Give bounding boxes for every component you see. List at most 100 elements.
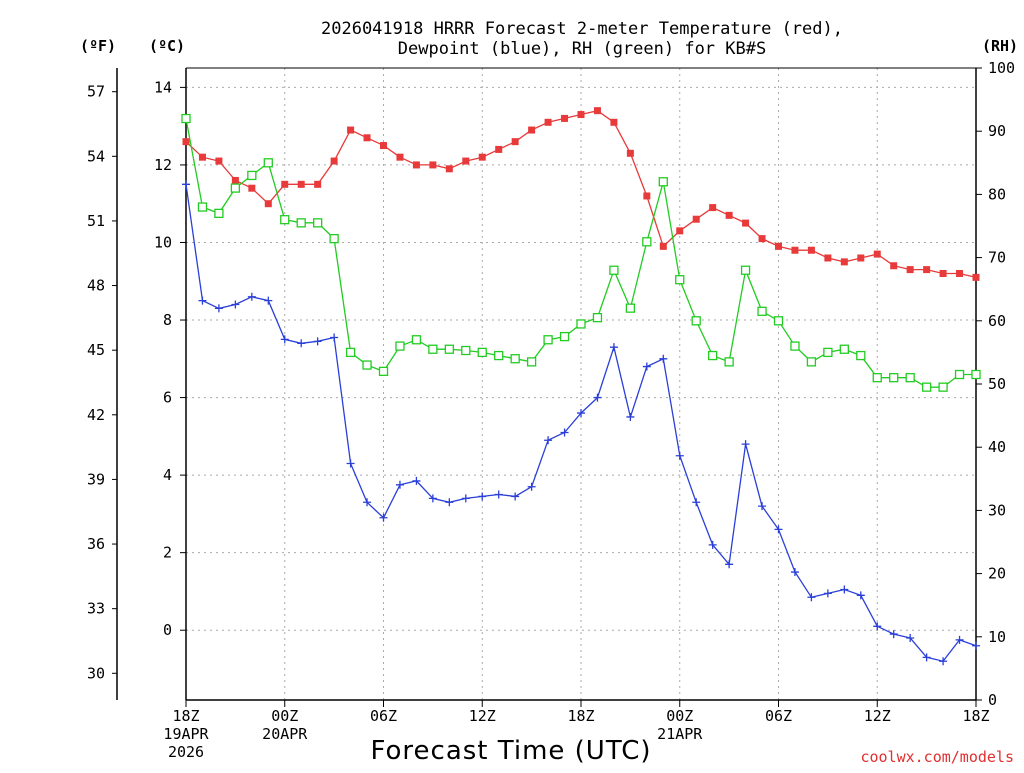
x-tick-label-line: 12Z: [864, 707, 891, 725]
data-point-2-33: [724, 357, 734, 367]
fahrenheit-unit-label: (ºF): [80, 37, 116, 55]
chart-title-line-1: 2026041918 HRRR Forecast 2-meter Tempera…: [321, 19, 843, 39]
fahrenheit-tick-label-39: 39: [87, 470, 105, 488]
fahrenheit-tick-label-42: 42: [87, 406, 105, 424]
data-point-1-47: [955, 635, 964, 644]
data-point-2-43: [889, 373, 899, 383]
data-point-2-36: [773, 316, 784, 326]
data-point-2-21: [526, 357, 537, 367]
data-point-1-3: [231, 300, 240, 309]
data-point-1-27: [626, 412, 635, 421]
data-point-0-22: [544, 118, 552, 126]
x-tick-label-line: 18Z: [567, 707, 594, 725]
data-point-1-8: [313, 337, 322, 346]
data-point-0-43: [890, 262, 898, 270]
data-point-2-30: [675, 275, 685, 285]
rh-tick-label-20: 20: [988, 565, 1006, 583]
celsius-tick-label-4: 4: [163, 466, 172, 484]
data-point-0-45: [923, 266, 931, 274]
x-tick-label-line: 12Z: [469, 707, 496, 725]
data-point-2-2: [214, 208, 224, 219]
data-point-0-15: [429, 161, 437, 169]
series-layer: [181, 107, 981, 666]
fahrenheit-tick-label-54: 54: [87, 147, 105, 165]
data-point-0-10: [347, 126, 355, 134]
data-point-1-38: [807, 593, 816, 602]
data-point-2-29: [658, 177, 668, 187]
data-point-0-35: [758, 235, 766, 243]
grid-layer: [186, 68, 976, 700]
x-tick-label-line: 21APR: [657, 725, 703, 743]
rh-unit-label: (RH): [982, 37, 1018, 55]
data-point-1-11: [363, 498, 372, 507]
x-tick-label-24: 18Z: [567, 707, 594, 725]
data-point-0-23: [561, 114, 569, 122]
data-point-2-44: [905, 373, 915, 383]
data-point-1-23: [560, 428, 569, 437]
data-point-2-48: [971, 369, 981, 380]
data-point-1-19: [494, 490, 503, 499]
data-point-0-32: [709, 204, 717, 212]
x-tick-label-line: 18Z: [962, 707, 989, 725]
celsius-tick-label-10: 10: [154, 233, 172, 251]
data-point-0-14: [412, 161, 420, 169]
data-point-1-1: [198, 296, 207, 305]
celsius-tick-label-12: 12: [154, 156, 172, 174]
data-point-1-12: [379, 513, 388, 522]
data-point-2-15: [428, 344, 438, 354]
fahrenheit-tick-label-48: 48: [87, 277, 105, 295]
data-point-1-32: [708, 540, 717, 549]
data-point-1-7: [297, 339, 306, 348]
data-point-1-24: [577, 409, 585, 418]
data-point-0-6: [281, 180, 289, 188]
data-point-0-27: [626, 149, 634, 157]
data-point-2-46: [938, 382, 948, 392]
data-point-2-23: [559, 331, 570, 342]
x-tick-label-36: 06Z: [765, 707, 792, 725]
data-point-0-5: [264, 200, 272, 208]
data-point-0-29: [659, 242, 667, 250]
data-point-0-1: [198, 153, 206, 161]
data-point-1-13: [395, 480, 404, 489]
data-point-1-34: [741, 440, 750, 449]
data-point-2-26: [609, 265, 619, 275]
data-point-1-39: [823, 589, 832, 598]
data-point-2-34: [740, 265, 751, 275]
rh-tick-label-50: 50: [988, 375, 1006, 393]
data-point-1-48: [972, 641, 980, 650]
data-point-0-8: [314, 180, 322, 188]
data-point-2-9: [329, 233, 339, 244]
celsius-tick-label-6: 6: [163, 389, 172, 407]
data-point-2-45: [921, 382, 932, 392]
data-point-1-4: [247, 292, 256, 301]
data-point-2-1: [197, 202, 208, 212]
data-point-0-21: [528, 126, 536, 134]
data-point-2-37: [790, 341, 800, 351]
data-point-1-5: [264, 296, 273, 305]
x-tick-label-line: 00Z: [666, 707, 693, 725]
data-point-2-41: [856, 350, 866, 361]
data-point-0-30: [676, 227, 684, 235]
x-tick-label-30: 00Z 21APR: [657, 707, 703, 743]
x-tick-label-line: 2026: [168, 743, 204, 761]
data-point-2-11: [362, 360, 372, 370]
data-point-1-20: [511, 492, 520, 501]
data-point-1-33: [725, 560, 734, 569]
data-point-2-22: [543, 335, 553, 345]
data-point-0-9: [330, 157, 338, 165]
data-point-1-18: [478, 492, 487, 501]
x-tick-label-line: 20APR: [262, 725, 308, 743]
data-point-0-0: [182, 138, 190, 146]
data-point-1-6: [280, 335, 289, 344]
data-point-0-40: [840, 258, 848, 266]
fahrenheit-tick-label-33: 33: [87, 600, 105, 618]
data-point-0-3: [231, 176, 239, 184]
series-dewpoint: [182, 180, 980, 666]
data-point-1-16: [445, 498, 454, 507]
celsius-tick-label-14: 14: [154, 78, 172, 96]
data-point-1-41: [856, 591, 865, 600]
data-point-2-42: [872, 373, 882, 383]
data-point-2-10: [345, 347, 356, 358]
rh-tick-label-10: 10: [988, 628, 1006, 646]
data-point-2-4: [247, 170, 257, 181]
